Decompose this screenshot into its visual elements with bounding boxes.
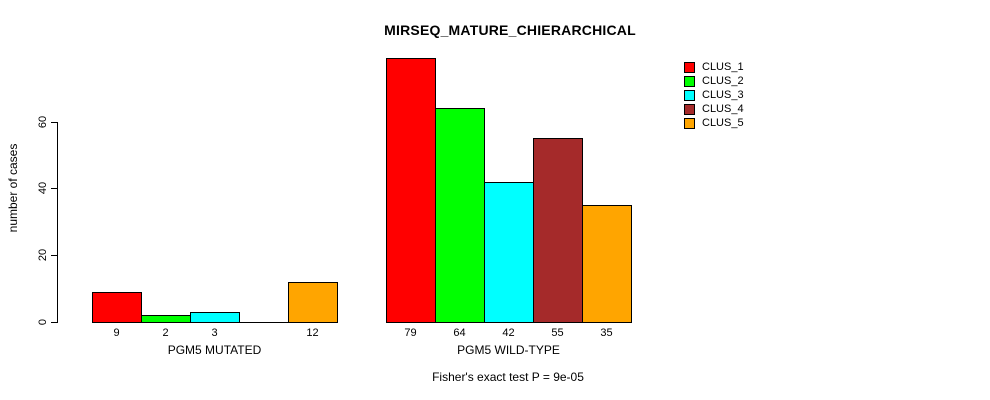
- legend-label: CLUS_3: [702, 88, 744, 101]
- y-tick-label: 40: [37, 182, 49, 195]
- y-tick: [51, 322, 57, 323]
- legend-swatch-icon: [684, 89, 695, 101]
- chart-title: MIRSEQ_MATURE_CHIERARCHICAL: [384, 22, 636, 38]
- bar-value-label: 55: [551, 327, 564, 339]
- bar-clus_1: [386, 58, 436, 323]
- bar-clus_2: [435, 108, 485, 323]
- legend-item-clus_1: CLUS_1: [684, 60, 744, 74]
- bar-clus_5: [288, 282, 338, 323]
- legend-label: CLUS_2: [702, 74, 744, 87]
- y-tick: [51, 188, 57, 190]
- legend-label: CLUS_1: [702, 60, 744, 73]
- bar-value-label: 35: [600, 327, 613, 339]
- x-category-label: PGM5 WILD-TYPE: [457, 343, 560, 357]
- bar-value-label: 2: [162, 327, 169, 339]
- legend-swatch-icon: [684, 61, 695, 73]
- bar-value-label: 3: [211, 327, 218, 339]
- bar-clus_4: [533, 138, 583, 323]
- bar-clus_3: [484, 182, 534, 323]
- legend-swatch-icon: [684, 75, 695, 87]
- bar-clus_4-zero: [239, 322, 289, 323]
- legend-item-clus_5: CLUS_5: [684, 116, 744, 130]
- bar-clus_1: [92, 292, 142, 323]
- legend-swatch-icon: [684, 103, 695, 115]
- legend-item-clus_3: CLUS_3: [684, 88, 744, 102]
- bar-value-label: 12: [306, 327, 319, 339]
- bar-clus_5: [582, 205, 632, 323]
- legend-label: CLUS_4: [702, 102, 744, 115]
- legend-item-clus_4: CLUS_4: [684, 102, 744, 116]
- y-tick-label: 0: [37, 318, 49, 326]
- bar-value-label: 64: [453, 327, 466, 339]
- legend-swatch-icon: [684, 117, 695, 129]
- legend: CLUS_1 CLUS_2 CLUS_3 CLUS_4 CLUS_5: [684, 60, 744, 130]
- y-axis-line: [57, 121, 58, 323]
- x-category-label: PGM5 MUTATED: [167, 343, 262, 357]
- legend-label: CLUS_5: [702, 116, 744, 129]
- y-tick: [51, 255, 57, 257]
- bar-value-label: 79: [404, 327, 417, 339]
- y-axis-label: number of cases: [6, 143, 20, 233]
- y-tick-label: 60: [37, 115, 49, 128]
- bar-clus_2: [141, 315, 191, 323]
- y-tick: [51, 121, 57, 123]
- bar-value-label: 42: [502, 327, 515, 339]
- bar-value-label: 9: [113, 327, 120, 339]
- bar-clus_3: [190, 312, 240, 323]
- y-tick-label: 20: [37, 249, 49, 262]
- legend-item-clus_2: CLUS_2: [684, 74, 744, 88]
- footer-caption: Fisher's exact test P = 9e-05: [432, 370, 584, 384]
